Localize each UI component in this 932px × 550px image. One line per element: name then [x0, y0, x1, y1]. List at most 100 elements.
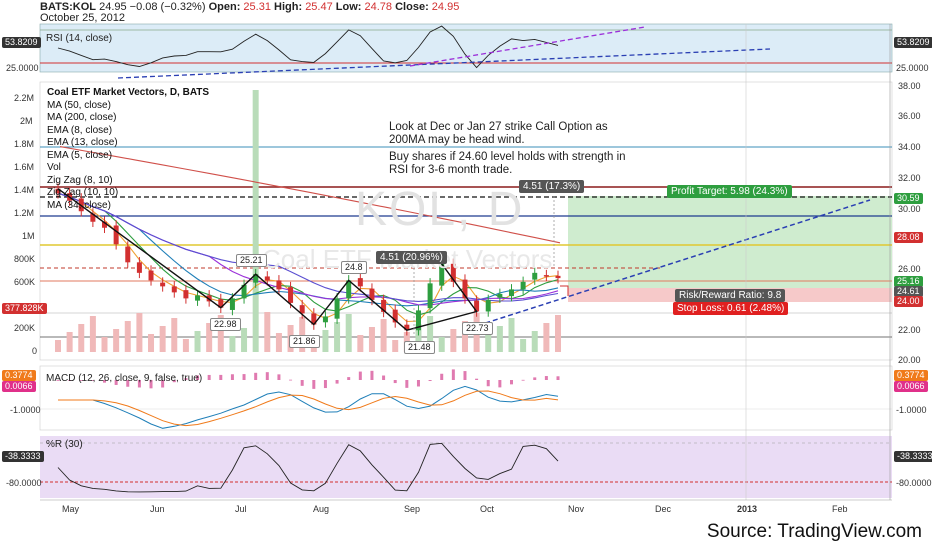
volume-bar: [194, 331, 201, 352]
macd-histogram-bar: [300, 380, 304, 386]
macd-histogram-bar: [544, 376, 548, 380]
x-tick-feb: Feb: [832, 504, 848, 514]
range-label-2: 4.51 (17.3%): [519, 180, 585, 193]
macd-signal-line: [58, 390, 559, 427]
volume-bar: [380, 319, 387, 352]
volume-bar: [508, 318, 515, 352]
rsi-path: [57, 25, 559, 69]
vol-tick-0: 0: [32, 346, 38, 356]
x-tick-may: May: [62, 504, 80, 514]
macd-histogram-bar: [335, 380, 339, 384]
price-tick-26: 26.00: [898, 264, 921, 274]
macd-histogram-bar: [242, 374, 246, 380]
volume-bar: [101, 337, 108, 352]
volume-bar: [66, 332, 73, 352]
vol-tick-2M: 2M: [20, 116, 33, 126]
candle-body: [160, 282, 166, 287]
indicator-legend: Coal ETF Market Vectors, D, BATS MA (50,…: [47, 87, 209, 212]
macd-histogram-bar: [289, 379, 293, 381]
volume-bar: [345, 314, 352, 352]
macd-value-right-2: 0.0066: [894, 381, 928, 392]
zigzag-label-2: 22.98: [210, 318, 241, 331]
price-tick-30: 30.00: [898, 204, 921, 214]
williams-r-path: [57, 442, 559, 493]
macd-histogram-bar: [219, 374, 223, 380]
indicator-ema8[interactable]: EMA (8, close): [47, 124, 113, 136]
wr-tick-right: -80.0000: [896, 478, 932, 488]
volume-bar: [520, 339, 527, 352]
macd-histogram-bar: [405, 380, 409, 388]
macd-tick-left: -1.0000: [10, 405, 41, 415]
indicator-ema13[interactable]: EMA (13, close): [47, 137, 118, 148]
indicator-zigzag-10[interactable]: Zig Zag (10, 10): [47, 187, 119, 198]
candle-body: [183, 290, 189, 299]
macd-histogram-bar: [382, 375, 386, 380]
rsi-label: RSI (14, close): [46, 33, 113, 44]
wr-value-right: -38.3333: [894, 451, 932, 462]
price-change: −0.08 (−0.32%): [129, 1, 206, 13]
vol-tick-1.8M: 1.8M: [14, 139, 35, 149]
candle-body: [55, 188, 61, 194]
zigzag-label-3: 24.8: [341, 261, 367, 274]
open-label: Open:: [208, 1, 241, 13]
volume-bar: [555, 315, 561, 352]
indicator-ma34[interactable]: MA (34, close): [47, 199, 111, 211]
indicator-vol[interactable]: Vol: [47, 162, 61, 173]
volume-bar: [206, 323, 213, 352]
volume-bars: [55, 90, 561, 352]
volume-bar: [124, 321, 131, 352]
rsi-line: [57, 25, 559, 69]
macd-histogram-bar: [161, 380, 165, 388]
indicator-zigzag-8[interactable]: Zig Zag (8, 10): [47, 174, 113, 186]
macd-histogram-bar: [428, 380, 432, 382]
macd-histogram-bar: [254, 372, 258, 380]
candle-body: [543, 275, 549, 277]
moving-averages: [57, 146, 561, 323]
volume-bar: [171, 318, 178, 352]
volume-bar: [531, 331, 538, 352]
price-tag-target: 30.59: [894, 193, 923, 204]
vol-tick-2.2M: 2.2M: [14, 93, 35, 103]
vol-tick-1.4M: 1.4M: [14, 185, 35, 195]
macd-histogram-bar: [509, 380, 513, 385]
macd-histogram-bar: [358, 371, 362, 380]
macd-histogram-bar: [196, 375, 200, 380]
macd-histogram-bar: [475, 378, 479, 380]
price-tag-stop: 24.00: [894, 296, 923, 307]
rsi-value-left: 53.8209: [2, 37, 41, 48]
note-call-option: Look at Dec or Jan 27 strike Call Option…: [389, 121, 608, 146]
rsi-level-left: 25.0000: [6, 63, 39, 73]
symbol-header: BATS:KOL 24.95 −0.08 (−0.32%) Open: 25.3…: [40, 1, 459, 13]
main-title: Coal ETF Market Vectors, D, BATS: [47, 87, 210, 98]
volume-bar: [182, 339, 189, 352]
high-value: 25.47: [305, 1, 333, 13]
macd-histogram-bar: [277, 374, 281, 380]
indicator-ma200[interactable]: MA (200, close): [47, 112, 117, 123]
chart-date: October 25, 2012: [40, 12, 126, 24]
indicator-ma50[interactable]: MA (50, close): [47, 99, 111, 111]
macd-histogram-bar: [68, 380, 72, 381]
volume-bar: [252, 90, 259, 352]
price-tick-32: 32.00: [898, 173, 921, 183]
candle-body: [253, 274, 259, 283]
price-tag-resistance: 28.08: [894, 232, 923, 243]
candle-body: [508, 289, 514, 297]
macd-histogram-bar: [184, 378, 188, 380]
volume-bar: [415, 324, 422, 352]
macd-value-right-1: 0.3774: [894, 370, 928, 381]
macd-histogram-bar: [56, 380, 60, 381]
profit-zone: [568, 196, 892, 288]
macd-histogram-bar: [416, 380, 420, 387]
macd-histogram-bar: [347, 377, 351, 380]
volume-bar: [159, 326, 166, 352]
indicator-ema5[interactable]: EMA (5, close): [47, 149, 113, 161]
candle-body: [113, 225, 119, 245]
macd-histogram-bar: [463, 371, 467, 380]
volume-bar: [461, 321, 468, 352]
candle-body: [241, 284, 247, 299]
candle-body: [218, 299, 224, 308]
zigzag-label-4: 21.86: [289, 335, 320, 348]
volume-bar: [148, 334, 155, 352]
macd-value-left-2: 0.0066: [2, 381, 36, 392]
stop-loss-label: Stop Loss: 0.61 (2.48%): [673, 302, 789, 315]
